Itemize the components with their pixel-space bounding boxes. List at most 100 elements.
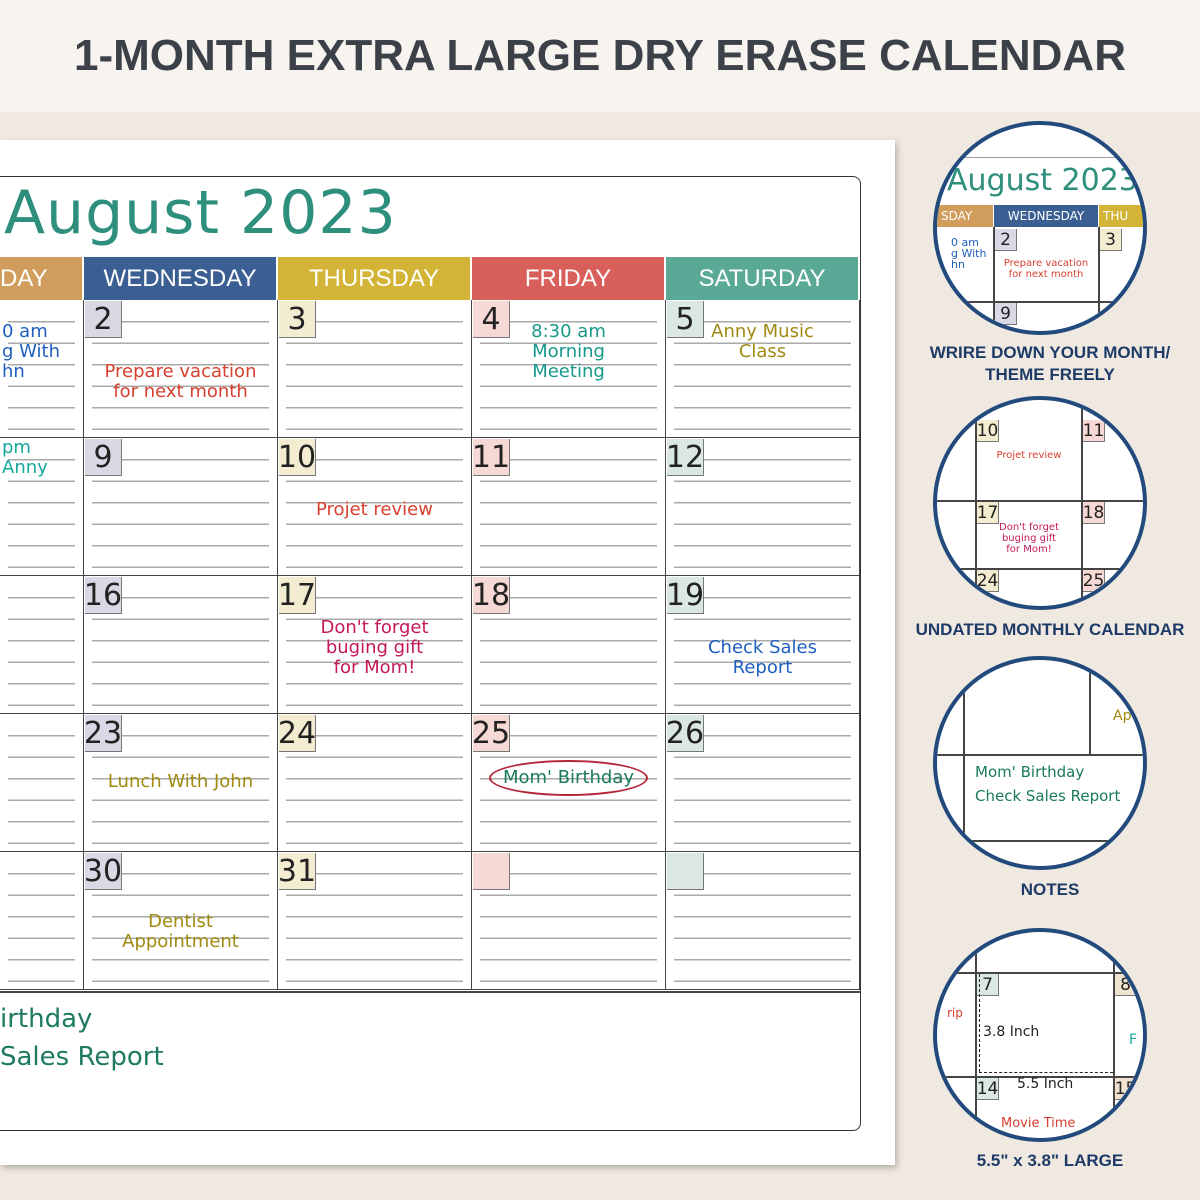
cell-note: Mom' Birthday [472,760,665,796]
day-cell[interactable]: 18 [472,576,666,714]
day-cell[interactable]: 25 Mom' Birthday [472,714,666,852]
zoom-note: F [1129,1032,1138,1048]
note-line: for next month [113,381,248,402]
day-cell[interactable]: 16 [84,576,278,714]
date-box: 3 [279,301,316,338]
zoom-header: SDAY [937,205,993,227]
banner: 1-MONTH EXTRA LARGE DRY ERASE CALENDAR [0,0,1200,112]
day-cell[interactable] [0,852,84,990]
caption-notes: NOTES [1020,880,1080,899]
date-box: 4 [473,301,510,338]
date-box: 17 [277,577,317,614]
day-cell[interactable]: pm Anny [0,438,84,576]
zoom-date: 2 [995,229,1017,251]
day-cell[interactable]: 4 8:30 am Morning Meeting [472,300,666,438]
zoom-header: THU [1099,205,1143,227]
day-cell[interactable]: 26 [666,714,860,852]
feature-circle-size: 7 8 14 15 3.8 Inch 5.5 Inch rip F Movie … [933,928,1147,1142]
note-line: pm [2,437,31,458]
day-header: SATURDAY [666,257,858,300]
date-box: 19 [665,577,705,614]
caption-undated: UNDATED MONTHLY CALENDAR [915,620,1185,639]
zoom-date: 11 [1082,420,1105,442]
zoom-date: 10 [976,420,999,442]
day-cell[interactable]: 23 Lunch With John [84,714,278,852]
day-cell[interactable] [0,714,84,852]
day-cell[interactable] [0,576,84,714]
day-header: DAY [0,257,82,300]
day-cell[interactable]: 12 [666,438,860,576]
cell-note: Prepare vacation for next month [84,362,277,402]
day-cell[interactable]: 9 [84,438,278,576]
month-title: August 2023 [4,178,397,248]
date-box: 25 [471,715,511,752]
date-box: 16 [83,577,123,614]
zoom-date: 14 [976,1078,999,1100]
zoom-notes: Mom' Birthday Check Sales Report [975,763,1121,805]
day-cell[interactable]: 19 Check Sales Report [666,576,860,714]
feature-circle-month: August 2023 SDAY WEDNESDAY THU 2 3 9 0 a… [933,121,1147,335]
zoom-date: 3 [1100,229,1122,251]
day-cell[interactable]: 10 Projet review [278,438,472,576]
zoom-date: 17 [976,502,999,524]
zoom-note: Movie Time [1001,1116,1076,1131]
date-box [473,853,510,890]
note-line: g With [2,341,61,362]
zoom-note: Projet review [996,450,1062,461]
date-box [667,853,704,890]
cell-note: Don't forget buging gift for Mom! [278,618,471,678]
feature-circle-undated: 10 11 17 18 24 25 Projet review Don't fo… [933,396,1147,610]
caption-size: 5.5" x 3.8" LARGE [976,1151,1124,1170]
day-cell[interactable]: 24 [278,714,472,852]
note-line: Lunch With John [107,771,254,792]
date-box: 23 [83,715,123,752]
zoom-date: 25 [1082,570,1105,592]
date-box: 24 [277,715,317,752]
day-cell[interactable]: 5 Anny Music Class [666,300,860,438]
note-line: for Mom! [333,657,416,678]
zoom-month-title: August 2023 [947,163,1138,198]
circled-note: Mom' Birthday [488,760,649,796]
date-box: 10 [277,439,317,476]
note-line: 0 am [2,321,48,342]
notes-line: Sales Report [0,1042,164,1072]
note-line: Prepare vacation [104,361,257,382]
zoom-date: 18 [1082,502,1105,524]
zoom-note: Don't forget buging gift for Mom! [999,522,1059,555]
note-line: Projet review [316,499,433,520]
date-box: 11 [471,439,511,476]
note-line: Morning [532,341,605,362]
date-box: 12 [665,439,705,476]
date-box: 5 [667,301,704,338]
date-box: 9 [85,439,122,476]
day-cell[interactable] [472,852,666,990]
height-dimension [979,974,980,1072]
note-line: buging gift [325,637,424,658]
feature-circle-notes: Ap Mom' Birthday Check Sales Report [933,656,1147,870]
note-line: Report [732,657,793,678]
day-cell[interactable]: 3 [278,300,472,438]
zoom-note: rip [947,1006,963,1020]
zoom-date: 8 [1115,974,1137,996]
day-cell[interactable]: 30 Dentist Appointment [84,852,278,990]
notes-divider [0,991,861,993]
zoom-date: 24 [976,570,999,592]
day-cell[interactable]: 17 Don't forget buging gift for Mom! [278,576,472,714]
day-cell[interactable] [666,852,860,990]
note-line: Mom' Birthday [502,767,635,788]
date-box: 26 [665,715,705,752]
width-label: 5.5 Inch [1017,1076,1074,1092]
cell-note: Projet review [278,500,471,520]
day-cell[interactable]: 0 am g With hn [0,300,84,438]
note-line: Check Sales [707,637,817,658]
cell-note: Dentist Appointment [84,912,277,952]
caption-month: WRIRE DOWN YOUR MONTH/THEME FREELY [929,343,1171,384]
note-line: Dentist [148,911,213,932]
day-cell[interactable]: 11 [472,438,666,576]
width-dimension [979,1072,1113,1073]
day-cell[interactable]: 2 Prepare vacation for next month [84,300,278,438]
day-cell[interactable]: 31 [278,852,472,990]
date-box: 30 [83,853,123,890]
day-header: THURSDAY [278,257,470,300]
product-title: 1-MONTH EXTRA LARGE DRY ERASE CALENDAR [74,31,1126,80]
